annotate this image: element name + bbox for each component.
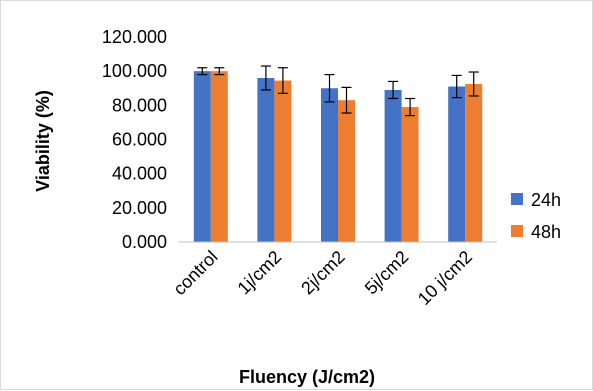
category-label: 5j/cm2 xyxy=(361,247,413,299)
y-tick-label: 100.000 xyxy=(102,61,167,81)
category-label: 10 j/cm2 xyxy=(414,247,476,309)
legend-label: 24h xyxy=(531,190,561,210)
y-tick-label: 60.000 xyxy=(112,130,167,150)
y-tick-label: 0.000 xyxy=(122,232,167,252)
bar-24h-4 xyxy=(448,86,466,243)
category-label: 2j/cm2 xyxy=(297,247,349,299)
x-axis-title: Fluency (J/cm2) xyxy=(239,367,375,387)
bar-24h-3 xyxy=(384,89,402,242)
bar-48h-4 xyxy=(465,83,483,243)
bar-48h-0 xyxy=(210,71,228,243)
y-axis-title: Viability (%) xyxy=(33,90,53,192)
category-label: control xyxy=(169,247,221,299)
bars xyxy=(193,71,483,243)
bar-24h-1 xyxy=(257,78,275,242)
y-axis-tick-labels: 0.000 20.000 40.000 60.000 80.000 100.000 120.… xyxy=(102,27,167,252)
y-tick-label: 40.000 xyxy=(112,164,167,184)
legend-swatch-24h xyxy=(511,193,523,205)
category-label: 1j/cm2 xyxy=(234,247,286,299)
legend-swatch-48h xyxy=(511,225,523,237)
category-labels: control 1j/cm2 2j/cm2 5j/cm2 10 j/cm2 xyxy=(169,247,476,309)
bar-48h-3 xyxy=(401,107,419,243)
bar-24h-2 xyxy=(321,88,338,242)
y-tick-label: 80.000 xyxy=(112,95,167,115)
bar-48h-1 xyxy=(274,80,292,242)
bar-24h-0 xyxy=(193,71,211,243)
y-tick-label: 120.000 xyxy=(102,27,167,47)
legend: 24h 48h xyxy=(511,190,561,242)
y-tick-label: 20.000 xyxy=(112,198,167,218)
legend-label: 48h xyxy=(531,222,561,242)
error-bars xyxy=(197,65,479,117)
bar-48h-2 xyxy=(338,100,355,242)
